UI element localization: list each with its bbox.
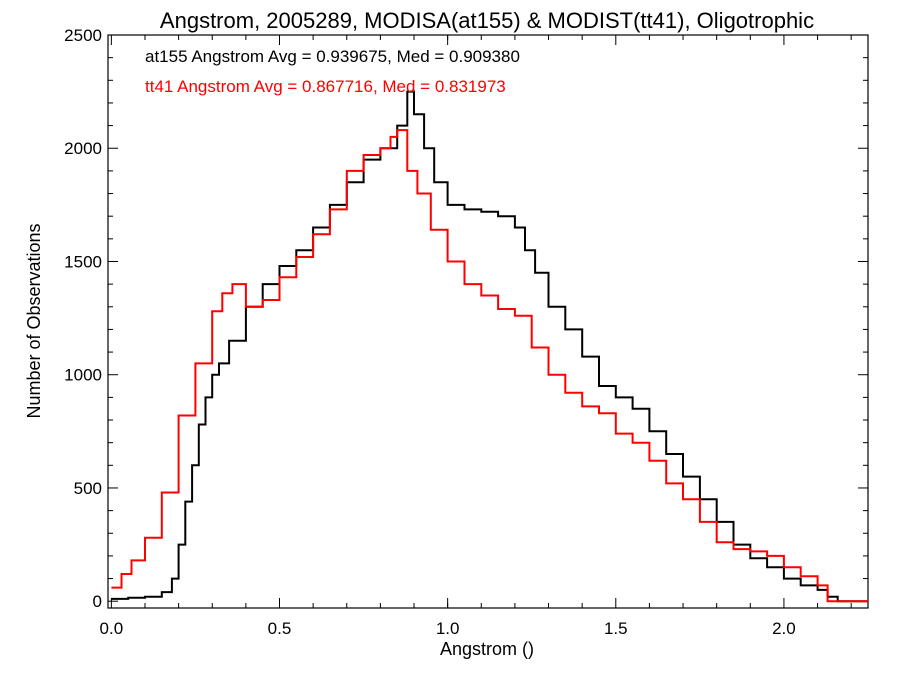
y-tick-label: 1000 — [64, 366, 102, 385]
series-tt41-line — [111, 129, 868, 603]
series-at155-line — [111, 90, 868, 603]
plot-frame — [107, 34, 869, 609]
y-tick-label: 2500 — [64, 26, 102, 45]
y-tick-label: 2000 — [64, 139, 102, 158]
x-tick-label: 0.5 — [268, 619, 292, 638]
y-tick-label: 1500 — [64, 252, 102, 271]
y-axis-label: Number of Observations — [24, 223, 44, 418]
x-tick-label: 2.0 — [772, 619, 796, 638]
legend-tt41: tt41 Angstrom Avg = 0.867716, Med = 0.83… — [145, 77, 506, 96]
series-layer — [111, 90, 868, 603]
x-tick-label: 0.0 — [100, 619, 124, 638]
x-axis-label: Angstrom () — [440, 639, 534, 659]
y-axis: 0 500 1000 1500 2000 2500 — [64, 26, 868, 611]
legend-at155: at155 Angstrom Avg = 0.939675, Med = 0.9… — [145, 47, 520, 66]
x-tick-label: 1.0 — [436, 619, 460, 638]
y-tick-label: 500 — [74, 479, 102, 498]
chart-title: Angstrom, 2005289, MODISA(at155) & MODIS… — [160, 8, 814, 33]
x-axis: 0.0 0.5 1.0 1.5 2.0 — [100, 35, 852, 638]
x-tick-label: 1.5 — [604, 619, 628, 638]
y-tick-label: 0 — [93, 592, 102, 611]
